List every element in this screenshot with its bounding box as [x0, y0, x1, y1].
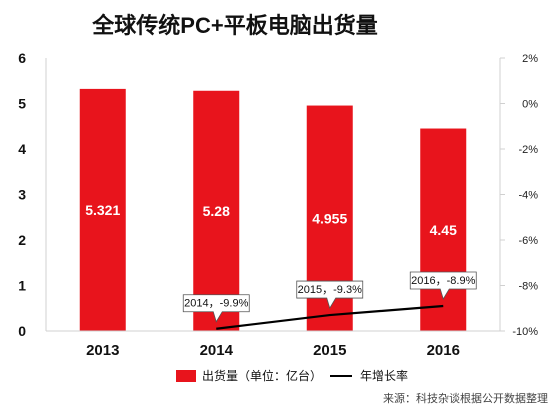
callout-box — [182, 294, 250, 323]
growth-data-label: 2014，-9.9% — [184, 298, 248, 310]
callout-box — [296, 280, 364, 310]
y2-tick-label: 2% — [522, 53, 538, 65]
growth-callout: 2016，-8.9% — [409, 271, 477, 300]
bar-value-label: 4.45 — [430, 222, 457, 238]
legend-label-bar: 出货量（单位：亿台） — [202, 368, 322, 383]
y-tick-label: 3 — [18, 187, 26, 203]
x-tick-label: 2015 — [313, 342, 346, 359]
y2-tick-label: -10% — [512, 326, 538, 338]
legend-swatch-bar — [176, 370, 196, 382]
bar-value-label: 5.321 — [85, 202, 120, 218]
y2-tick-label: -4% — [518, 190, 538, 202]
bar — [79, 88, 126, 331]
callout-box — [409, 271, 477, 300]
growth-callout: 2014，-9.9% — [182, 294, 250, 323]
growth-line-series: 2014，-9.9% 2015，-9.3% 2016，-8.9% — [182, 271, 477, 330]
y2-tick-label: -6% — [518, 235, 538, 247]
bar-series: 5.321 5.28 4.955 4.45 — [79, 88, 467, 331]
y2-tick-label: -8% — [518, 281, 538, 293]
x-tick-label: 2013 — [86, 342, 119, 359]
bar-value-label: 4.955 — [312, 210, 347, 226]
x-tick-label: 2014 — [200, 342, 234, 359]
y2-tick-label: -2% — [518, 144, 538, 156]
y-axis-right: -10% -8% -6% -4% -2% 0% 2% — [499, 53, 538, 338]
y-tick-label: 1 — [18, 278, 26, 294]
y-tick-label: 2 — [18, 232, 26, 248]
bar-value-label: 5.28 — [203, 203, 230, 219]
growth-line — [216, 304, 444, 330]
x-axis: 2013 2014 2015 2016 — [46, 330, 500, 359]
growth-callout: 2015，-9.3% — [296, 280, 364, 310]
growth-data-label: 2015，-9.3% — [298, 284, 362, 296]
legend: 出货量（单位：亿台） 年增长率 — [176, 368, 408, 383]
y-tick-label: 0 — [18, 323, 26, 339]
bar — [193, 90, 240, 331]
y-tick-label: 6 — [18, 50, 26, 66]
y-tick-label: 4 — [18, 141, 26, 157]
legend-label-line: 年增长率 — [360, 368, 408, 383]
y-tick-label: 5 — [18, 96, 26, 112]
chart-title: 全球传统PC+平板电脑出货量 — [91, 13, 377, 38]
y-axis-left: 0 1 2 3 4 5 6 — [18, 50, 47, 339]
x-tick-label: 2016 — [427, 342, 460, 359]
y2-tick-label: 0% — [522, 99, 538, 111]
source-note: 来源：科技杂谈根据公开数据整理 — [383, 391, 548, 405]
growth-data-label: 2016，-8.9% — [411, 275, 475, 287]
